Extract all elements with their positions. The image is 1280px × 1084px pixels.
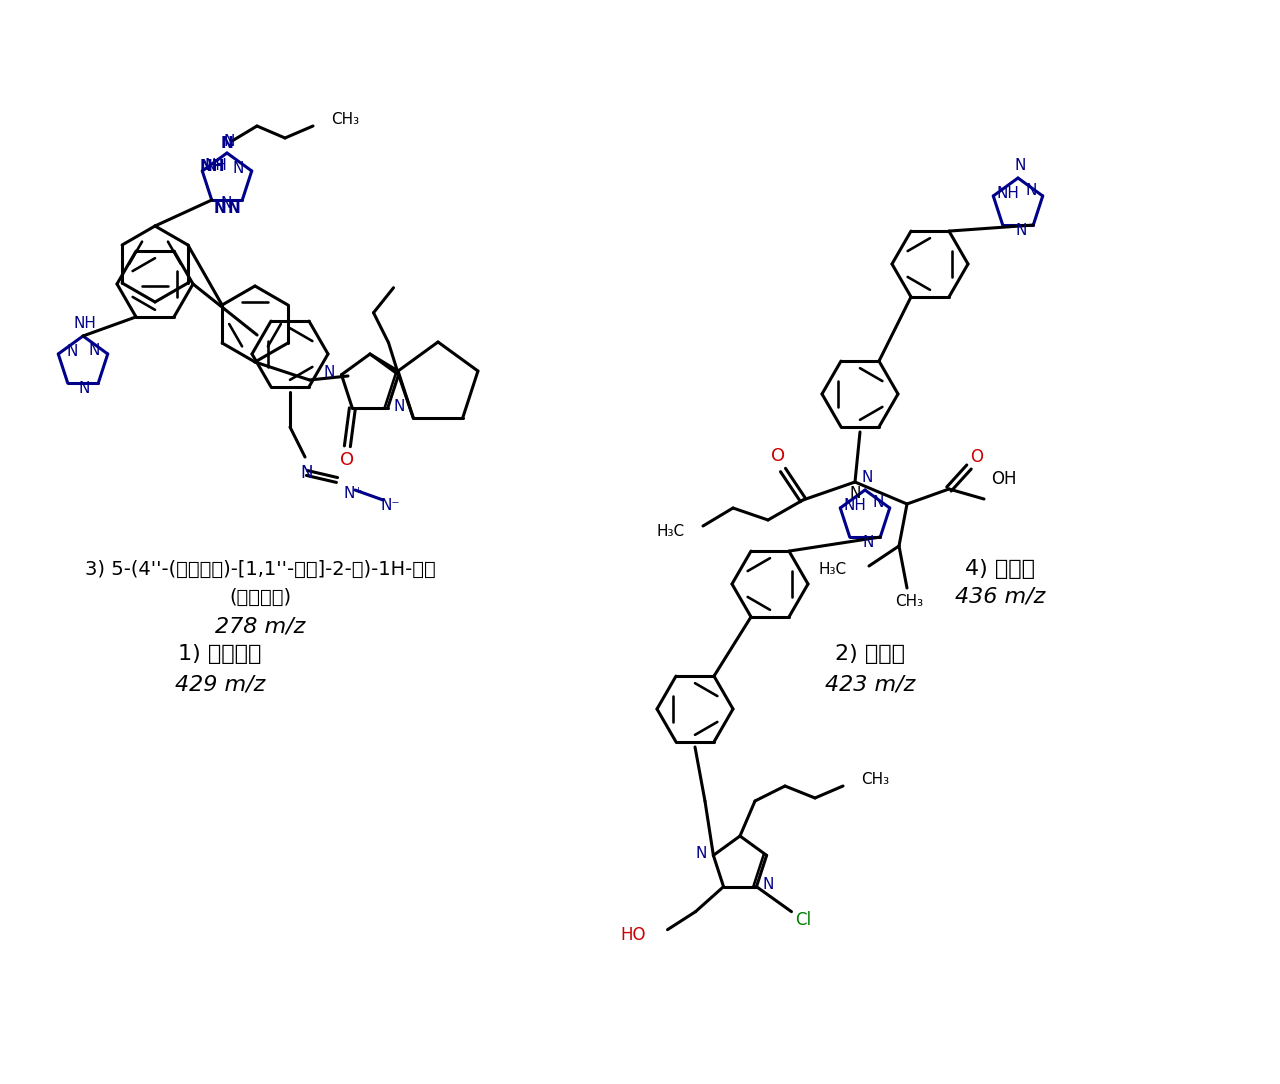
Text: CH₃: CH₃: [861, 773, 890, 787]
Text: H₃C: H₃C: [819, 563, 847, 578]
Text: O: O: [771, 447, 785, 465]
Text: HO: HO: [620, 926, 645, 944]
Text: N: N: [78, 380, 90, 396]
Text: N: N: [232, 162, 243, 177]
Text: N: N: [301, 464, 314, 482]
Text: N: N: [88, 344, 100, 359]
Text: O: O: [970, 448, 983, 466]
Text: CH₃: CH₃: [895, 594, 923, 609]
Text: N: N: [223, 133, 234, 149]
Text: N: N: [850, 487, 860, 502]
Text: CH₃: CH₃: [332, 113, 360, 128]
Text: 4) 缩沙坦: 4) 缩沙坦: [965, 559, 1036, 579]
Text: (叠氮杂质): (叠氮杂质): [229, 588, 291, 607]
Text: 278 m/z: 278 m/z: [215, 616, 305, 636]
Text: N: N: [220, 136, 233, 151]
Text: N: N: [696, 846, 707, 861]
Text: N: N: [861, 470, 873, 486]
Text: N: N: [1025, 183, 1037, 198]
Text: H₃C: H₃C: [657, 525, 685, 540]
Text: NH: NH: [200, 159, 225, 175]
Text: N: N: [67, 345, 78, 360]
Text: N: N: [872, 495, 883, 511]
Text: 3) 5-(4''-(叠氮甲基)-[1,1''-联苯]-2-基)-1H-四坐: 3) 5-(4''-(叠氮甲基)-[1,1''-联苯]-2-基)-1H-四坐: [84, 559, 435, 579]
Text: N: N: [1014, 158, 1025, 173]
Text: N: N: [220, 195, 232, 210]
Text: N: N: [1015, 222, 1027, 237]
Text: 436 m/z: 436 m/z: [955, 588, 1046, 607]
Text: NH: NH: [997, 186, 1020, 202]
Text: O: O: [340, 451, 355, 469]
Text: NH: NH: [844, 499, 867, 514]
Text: N: N: [228, 201, 241, 216]
Text: N: N: [863, 534, 874, 550]
Text: Cl: Cl: [795, 911, 812, 929]
Text: NH: NH: [205, 158, 228, 173]
Text: NH: NH: [73, 317, 96, 332]
Text: N: N: [214, 201, 227, 216]
Text: N: N: [763, 877, 774, 892]
Text: 423 m/z: 423 m/z: [824, 674, 915, 694]
Text: N: N: [394, 399, 406, 414]
Text: N⁺: N⁺: [343, 486, 362, 501]
Text: 2) 氯沙坦: 2) 氯沙坦: [835, 644, 905, 664]
Text: OH: OH: [991, 470, 1016, 488]
Text: 429 m/z: 429 m/z: [175, 674, 265, 694]
Text: N: N: [324, 365, 335, 380]
Text: N⁻: N⁻: [380, 498, 399, 513]
Text: 1) 厘贝沙坦: 1) 厘贝沙坦: [178, 644, 261, 664]
